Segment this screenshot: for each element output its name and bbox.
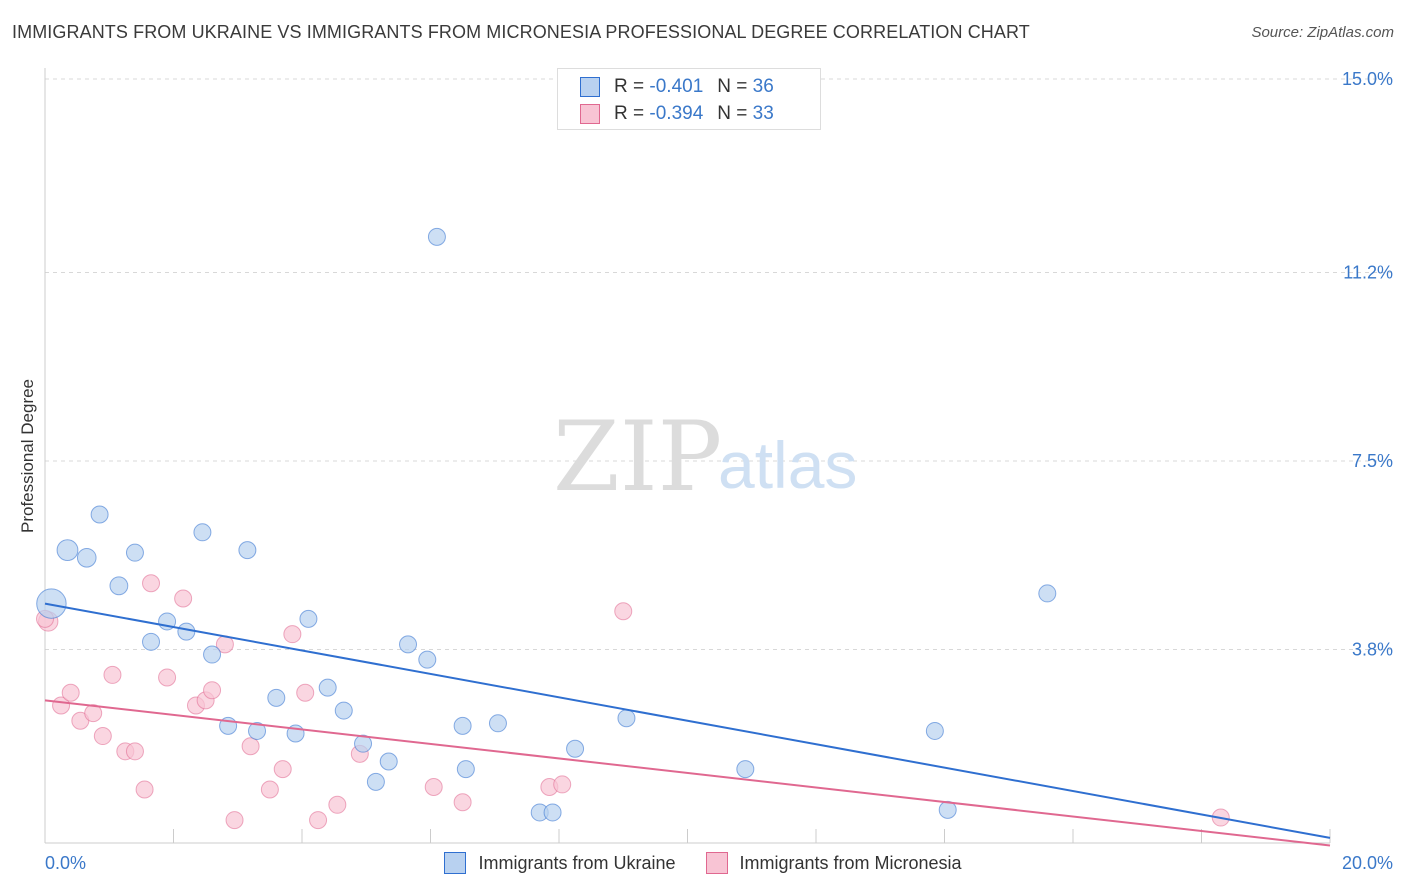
micronesia-point	[453, 793, 472, 812]
micronesia-legend-swatch	[705, 852, 728, 874]
tick-labels: 3.8% 7.5% 11.2% 15.0% 0.0% 20.0%	[45, 69, 1393, 873]
ukraine-point	[366, 772, 385, 791]
ukraine-trend-line	[44, 602, 1331, 839]
ukraine-point	[488, 714, 507, 733]
micronesia-point	[283, 625, 302, 644]
data-points	[36, 227, 1230, 830]
ukraine-legend-swatch	[444, 852, 467, 874]
micronesia-point	[273, 760, 292, 779]
axes	[44, 68, 1331, 844]
micronesia-swatch	[580, 104, 600, 124]
micronesia-point	[241, 737, 260, 756]
watermark-zip: ZIP	[553, 401, 722, 513]
ukraine-point	[142, 632, 161, 651]
micronesia-point	[614, 602, 633, 621]
micronesia-legend-label: Immigrants from Micronesia	[739, 852, 962, 873]
ukraine-point	[1038, 584, 1057, 603]
micronesia-point	[225, 811, 244, 830]
watermark: ZIP atlas	[553, 401, 857, 513]
y-tick-label: 11.2%	[1343, 263, 1393, 283]
micronesia-point	[328, 795, 347, 814]
micronesia-point	[260, 780, 279, 799]
ukraine-point	[248, 721, 267, 740]
micronesia-point	[135, 780, 154, 799]
source-label: Source: ZipAtlas.com	[1251, 24, 1394, 41]
ukraine-swatch	[580, 77, 600, 97]
series-legend: Immigrants from Ukraine Immigrants from …	[0, 852, 1406, 874]
micronesia-point	[424, 777, 443, 796]
stats-legend: R = -0.401 N = 36 R = -0.394 N = 33	[557, 68, 821, 130]
ukraine-point	[543, 803, 562, 822]
ukraine-point	[177, 622, 196, 641]
ukraine-point	[193, 523, 212, 542]
ukraine-point	[109, 576, 129, 596]
legend-item-micronesia[interactable]: Immigrants from Micronesia	[705, 852, 962, 874]
ukraine-point	[453, 716, 472, 735]
micronesia-point	[296, 683, 315, 702]
y-tick-label: 7.5%	[1352, 451, 1393, 471]
legend-row-micronesia: R = -0.394 N = 33	[580, 102, 774, 126]
ukraine-point	[203, 645, 222, 664]
ukraine-r-value: -0.401	[649, 76, 704, 97]
x-tick-label: 20.0%	[1342, 853, 1393, 873]
ukraine-point	[456, 760, 475, 779]
micronesia-r-value: -0.394	[649, 103, 704, 124]
micronesia-point	[93, 727, 112, 746]
y-tick-label: 3.8%	[1352, 639, 1393, 659]
grid-lines	[45, 78, 1392, 650]
ukraine-point	[736, 760, 755, 779]
micronesia-point	[174, 589, 193, 608]
micronesia-point	[309, 811, 328, 830]
ukraine-point	[379, 752, 398, 771]
r-label: R =	[614, 76, 645, 97]
ukraine-point	[299, 609, 318, 628]
ukraine-point	[334, 701, 353, 720]
ukraine-point	[354, 734, 373, 753]
ukraine-point	[125, 543, 144, 562]
ukraine-n-value: 36	[752, 76, 774, 97]
ukraine-point	[925, 721, 944, 740]
ukraine-point	[36, 588, 67, 619]
ukraine-legend-label: Immigrants from Ukraine	[478, 852, 676, 873]
legend-item-ukraine[interactable]: Immigrants from Ukraine	[444, 852, 676, 874]
ukraine-point	[399, 635, 418, 654]
y-tick-label: 15.0%	[1342, 69, 1393, 89]
r-label: R =	[614, 103, 645, 124]
ukraine-point	[56, 539, 79, 562]
ukraine-point	[318, 678, 337, 697]
ukraine-point	[267, 688, 286, 707]
micronesia-point	[103, 665, 122, 684]
n-label: N =	[717, 103, 748, 124]
micronesia-point	[61, 683, 80, 702]
micronesia-point	[553, 775, 572, 794]
ukraine-point	[238, 541, 257, 560]
ukraine-point	[617, 709, 636, 728]
chart-title: IMMIGRANTS FROM UKRAINE VS IMMIGRANTS FR…	[12, 22, 1030, 42]
micronesia-point	[142, 574, 161, 593]
trend-lines	[44, 602, 1331, 847]
micronesia-point	[84, 704, 103, 723]
micronesia-point	[125, 742, 144, 761]
x-tick-label: 0.0%	[45, 853, 86, 873]
micronesia-n-value: 33	[752, 103, 774, 124]
watermark-atlas: atlas	[718, 428, 857, 502]
ukraine-point	[76, 547, 97, 568]
n-label: N =	[717, 76, 748, 97]
legend-row-ukraine: R = -0.401 N = 36	[580, 75, 774, 99]
micronesia-trend-line	[44, 699, 1331, 847]
ukraine-point	[427, 227, 446, 246]
micronesia-point	[203, 681, 222, 700]
ukraine-point	[90, 505, 109, 524]
ukraine-point	[566, 739, 585, 758]
micronesia-point	[158, 668, 177, 687]
ukraine-point	[418, 650, 437, 669]
